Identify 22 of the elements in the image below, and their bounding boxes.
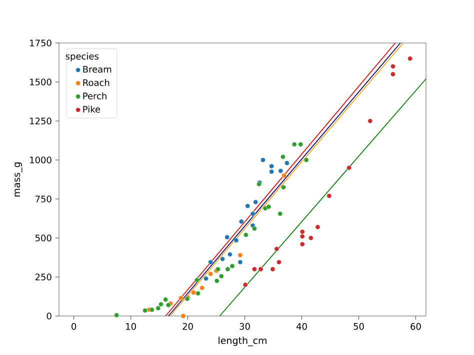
x-tick-label: 10 bbox=[126, 323, 136, 330]
legend-label: Bream bbox=[83, 66, 112, 73]
x-tick-label: 50 bbox=[354, 323, 364, 330]
y-tick-label: 1000 bbox=[30, 156, 52, 164]
legend-label: Perch bbox=[83, 92, 106, 100]
legend-label: Pike bbox=[83, 106, 100, 113]
y-tick-label: 1750 bbox=[30, 40, 52, 46]
x-axis-title: length_cm bbox=[218, 336, 266, 346]
x-tick-label: 20 bbox=[182, 323, 193, 330]
y-tick-label: 1250 bbox=[30, 118, 52, 124]
legend-title: species bbox=[66, 52, 98, 62]
y-tick-label: 1500 bbox=[30, 78, 52, 86]
x-tick-label: 30 bbox=[240, 323, 250, 330]
y-axis-title: mass_g bbox=[14, 162, 22, 196]
legend-label: Roach bbox=[83, 79, 110, 86]
y-tick-label: 0 bbox=[46, 312, 52, 320]
x-tick-label: 60 bbox=[410, 323, 421, 330]
x-tick-label: 40 bbox=[296, 323, 307, 330]
y-tick-label: 250 bbox=[35, 274, 52, 280]
y-tick-label: 500 bbox=[35, 234, 52, 242]
x-tick-label: 0 bbox=[72, 323, 76, 330]
y-tick-label: 750 bbox=[36, 196, 52, 202]
